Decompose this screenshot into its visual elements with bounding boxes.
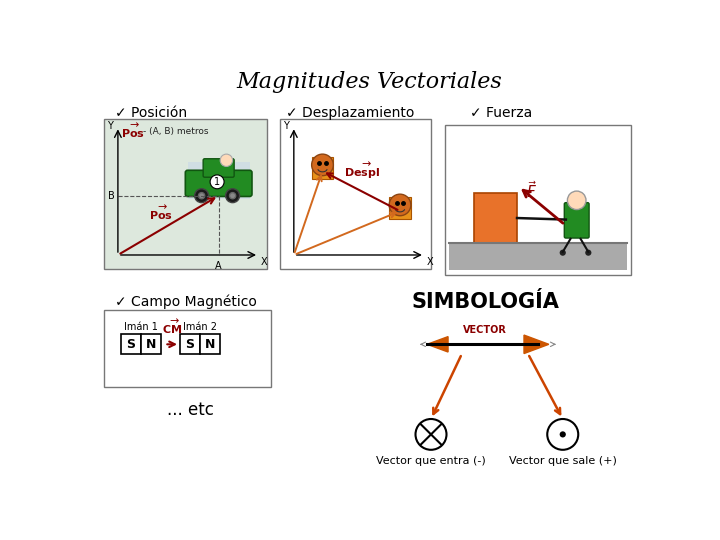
Bar [104, 119, 266, 269]
Text: SIMBOLOGÍA: SIMBOLOGÍA [411, 292, 559, 312]
Text: ... etc: ... etc [167, 401, 214, 418]
FancyBboxPatch shape [564, 202, 589, 238]
Circle shape [194, 189, 209, 202]
Text: S: S [186, 338, 194, 351]
Bar [445, 125, 631, 275]
Bar [312, 157, 333, 179]
Bar [389, 197, 411, 219]
Bar [280, 119, 431, 269]
Text: ✓ Desplazamiento: ✓ Desplazamiento [286, 105, 415, 119]
Text: - (A, B) metros: - (A, B) metros [143, 126, 208, 136]
Bar [141, 334, 161, 354]
Bar [474, 193, 517, 242]
Text: 1: 1 [214, 177, 220, 187]
Bar [180, 334, 200, 354]
Text: $\vec{F}$: $\vec{F}$ [526, 180, 537, 201]
Circle shape [199, 193, 204, 199]
FancyBboxPatch shape [203, 159, 234, 177]
Text: Imán 2: Imán 2 [183, 322, 217, 332]
Text: S: S [127, 338, 135, 351]
Text: Magnitudes Vectoriales: Magnitudes Vectoriales [236, 71, 502, 93]
Text: N: N [146, 338, 156, 351]
Circle shape [559, 249, 566, 256]
Bar [449, 242, 627, 269]
Circle shape [220, 154, 233, 166]
Circle shape [225, 189, 240, 202]
Circle shape [547, 419, 578, 450]
Text: $\overrightarrow{\mathbf{Despl}}$: $\overrightarrow{\mathbf{Despl}}$ [344, 161, 380, 181]
Circle shape [312, 154, 333, 176]
Circle shape [567, 191, 586, 210]
Bar [188, 162, 250, 199]
Circle shape [389, 194, 411, 215]
Text: X: X [261, 256, 267, 267]
Text: $\overrightarrow{\mathbf{CM}}$: $\overrightarrow{\mathbf{CM}}$ [162, 318, 182, 336]
Text: $\overrightarrow{\mathbf{Pos}}$: $\overrightarrow{\mathbf{Pos}}$ [148, 204, 173, 222]
Text: Vector que entra (-): Vector que entra (-) [376, 456, 486, 466]
Text: Imán 1: Imán 1 [125, 322, 158, 332]
Text: Y: Y [283, 122, 289, 131]
Polygon shape [524, 335, 549, 354]
Text: ✓ Campo Magnético: ✓ Campo Magnético [114, 295, 256, 309]
Text: N: N [205, 338, 215, 351]
Text: Y: Y [107, 122, 113, 131]
Polygon shape [427, 336, 448, 352]
FancyBboxPatch shape [185, 170, 252, 197]
Text: A: A [215, 261, 222, 271]
Circle shape [585, 249, 591, 256]
Circle shape [230, 193, 235, 199]
Bar [121, 334, 141, 354]
Circle shape [415, 419, 446, 450]
Bar [104, 309, 271, 387]
Text: ✓ Posición: ✓ Posición [114, 105, 187, 119]
Text: VECTOR: VECTOR [463, 326, 507, 335]
Text: $\overrightarrow{\mathbf{Pos}}$: $\overrightarrow{\mathbf{Pos}}$ [121, 122, 145, 140]
Text: B: B [108, 191, 114, 201]
Circle shape [559, 431, 566, 437]
Text: X: X [426, 256, 433, 267]
Text: Vector que sale (+): Vector que sale (+) [509, 456, 617, 466]
Circle shape [210, 175, 224, 189]
Text: ✓ Fuerza: ✓ Fuerza [469, 105, 532, 119]
Bar [200, 334, 220, 354]
